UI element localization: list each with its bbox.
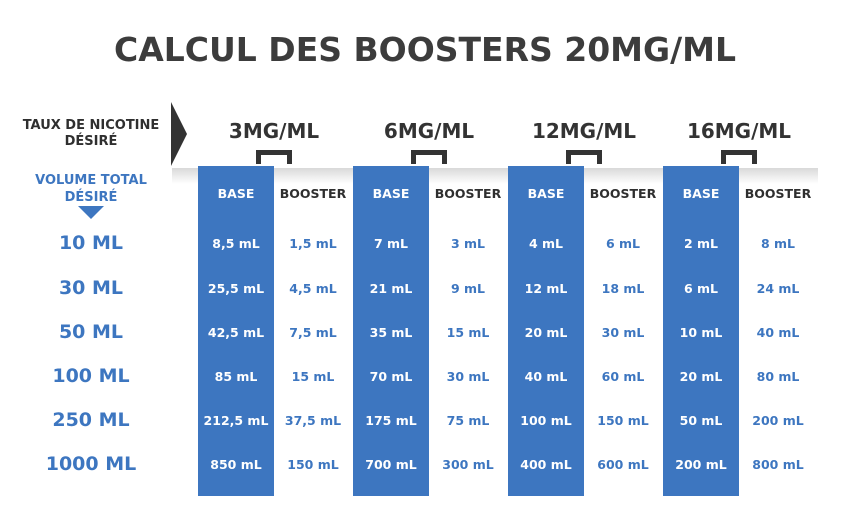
- booster-cell: 4,5 mL: [289, 281, 337, 296]
- base-cell: 21 mL: [369, 281, 413, 296]
- nicotine-rate-label-line-2: DÉSIRÉ: [64, 134, 118, 149]
- base-cell: 40 mL: [524, 369, 568, 384]
- volume-row-label: 10 ML: [58, 232, 124, 254]
- total-volume-label-line-2: DÉSIRÉ: [64, 190, 118, 205]
- bracket-icon: [721, 150, 757, 164]
- nicotine-rate-label-line-1: TAUX DE NICOTINE: [22, 118, 160, 133]
- base-cell: 42,5 mL: [207, 325, 265, 340]
- booster-cell: 3 mL: [450, 236, 486, 251]
- booster-header: BOOSTER: [279, 186, 347, 201]
- booster-cell: 200 mL: [752, 413, 804, 428]
- booster-cell: 600 mL: [597, 457, 649, 472]
- nicotine-rate-label: TAUX DE NICOTINE DÉSIRÉ: [12, 118, 170, 150]
- down-triangle-arrow-icon: [78, 206, 104, 219]
- booster-header: BOOSTER: [589, 186, 657, 201]
- base-cell: 700 mL: [365, 457, 417, 472]
- booster-cell: 15 mL: [291, 369, 335, 384]
- booster-cell: 75 mL: [446, 413, 490, 428]
- booster-cell: 1,5 mL: [289, 236, 337, 251]
- base-cell: 20 mL: [524, 325, 568, 340]
- base-column-3: [663, 166, 739, 496]
- total-volume-label: VOLUME TOTAL DÉSIRÉ: [12, 172, 170, 206]
- volume-row-label: 250 ML: [52, 409, 130, 431]
- base-cell: 50 mL: [679, 413, 723, 428]
- booster-cell: 37,5 mL: [284, 413, 342, 428]
- base-column-2: [508, 166, 584, 496]
- booster-cell: 18 mL: [601, 281, 645, 296]
- base-cell: 200 mL: [675, 457, 727, 472]
- base-header: BASE: [682, 186, 720, 201]
- booster-cell: 30 mL: [446, 369, 490, 384]
- booster-cell: 6 mL: [605, 236, 641, 251]
- base-cell: 8,5 mL: [212, 236, 260, 251]
- base-cell: 175 mL: [365, 413, 417, 428]
- base-cell: 4 mL: [528, 236, 564, 251]
- base-cell: 7 mL: [373, 236, 409, 251]
- booster-cell: 40 mL: [756, 325, 800, 340]
- booster-cell: 150 mL: [287, 457, 339, 472]
- volume-row-label: 1000 ML: [45, 453, 137, 475]
- base-cell: 85 mL: [214, 369, 258, 384]
- bracket-icon: [256, 150, 292, 164]
- bracket-icon: [411, 150, 447, 164]
- concentration-label: 16MG/ML: [686, 119, 792, 143]
- total-volume-label-line-1: VOLUME TOTAL: [35, 173, 147, 188]
- booster-cell: 60 mL: [601, 369, 645, 384]
- base-cell: 212,5 mL: [203, 413, 269, 428]
- base-header: BASE: [217, 186, 255, 201]
- header-shadow-strip: [172, 168, 818, 184]
- volume-row-label: 30 ML: [58, 277, 124, 299]
- base-cell: 2 mL: [683, 236, 719, 251]
- booster-cell: 800 mL: [752, 457, 804, 472]
- base-header: BASE: [372, 186, 410, 201]
- base-cell: 70 mL: [369, 369, 413, 384]
- booster-header: BOOSTER: [744, 186, 812, 201]
- base-cell: 10 mL: [679, 325, 723, 340]
- base-cell: 400 mL: [520, 457, 572, 472]
- base-cell: 6 mL: [683, 281, 719, 296]
- base-column-1: [353, 166, 429, 496]
- booster-cell: 150 mL: [597, 413, 649, 428]
- base-cell: 20 mL: [679, 369, 723, 384]
- base-cell: 850 mL: [210, 457, 262, 472]
- booster-cell: 7,5 mL: [289, 325, 337, 340]
- concentration-label: 6MG/ML: [383, 119, 475, 143]
- volume-row-label: 100 ML: [52, 365, 130, 387]
- base-header: BASE: [527, 186, 565, 201]
- base-cell: 12 mL: [524, 281, 568, 296]
- booster-cell: 15 mL: [446, 325, 490, 340]
- bracket-icon: [566, 150, 602, 164]
- base-cell: 35 mL: [369, 325, 413, 340]
- booster-cell: 24 mL: [756, 281, 800, 296]
- booster-header: BOOSTER: [434, 186, 502, 201]
- booster-cell: 80 mL: [756, 369, 800, 384]
- base-column-0: [198, 166, 274, 496]
- concentration-label: 3MG/ML: [228, 119, 320, 143]
- page-title: CALCUL DES BOOSTERS 20MG/ML: [113, 30, 737, 69]
- right-triangle-arrow-icon: [171, 102, 187, 166]
- base-cell: 100 mL: [520, 413, 572, 428]
- concentration-label: 12MG/ML: [531, 119, 637, 143]
- booster-cell: 30 mL: [601, 325, 645, 340]
- booster-cell: 8 mL: [760, 236, 796, 251]
- booster-cell: 9 mL: [450, 281, 486, 296]
- booster-cell: 300 mL: [442, 457, 494, 472]
- base-cell: 25,5 mL: [207, 281, 265, 296]
- volume-row-label: 50 ML: [58, 321, 124, 343]
